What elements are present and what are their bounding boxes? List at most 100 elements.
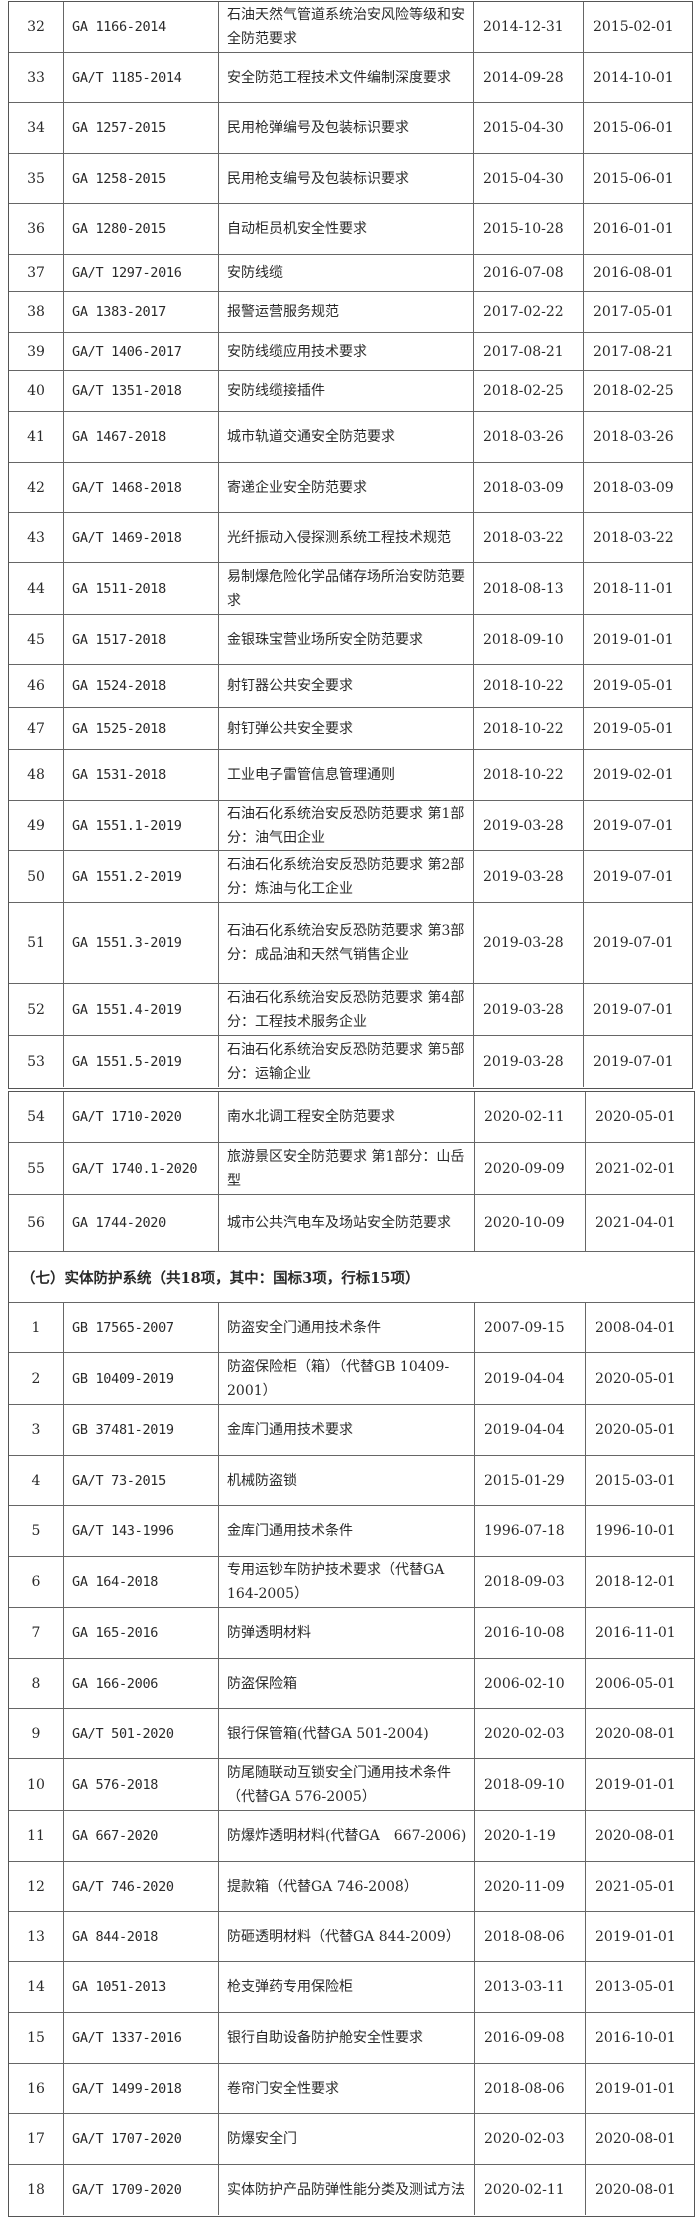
- standard-code-cell: GA/T 746-2020: [63, 1862, 218, 1911]
- publish-date: 2018-09-10: [484, 1776, 565, 1793]
- publish-date-cell: 2016-07-08: [473, 255, 583, 291]
- effective-date-cell: 2016-10-01: [585, 2013, 696, 2063]
- effective-date: 2020-05-01: [595, 1422, 676, 1438]
- standard-title-cell: 石油天然气管道系统治安风险等级和安全防范要求: [218, 2, 473, 52]
- effective-date-cell: 2019-05-01: [583, 665, 694, 707]
- effective-date: 2016-08-01: [593, 265, 674, 281]
- standard-code-cell: GA 1517-2018: [63, 615, 218, 664]
- effective-date: 2018-03-26: [593, 429, 674, 445]
- publish-date-cell: 2014-09-28: [473, 53, 583, 102]
- publish-date-cell: 2019-04-04: [474, 1353, 585, 1404]
- standard-code-cell: GA/T 1709-2020: [63, 2165, 218, 2215]
- effective-date-cell: 2016-11-01: [585, 1608, 696, 1658]
- effective-date-cell: 2006-05-01: [585, 1659, 696, 1708]
- standard-title-cell: 防尾随联动互锁安全门通用技术条件（代替GA 576-2005）: [218, 1759, 474, 1810]
- row-number: 52: [27, 1001, 45, 1018]
- row-number: 39: [27, 343, 45, 360]
- standard-code: GA 1525-2018: [72, 720, 166, 737]
- standard-code-cell: GA 165-2016: [63, 1608, 218, 1658]
- standard-code: GA/T 73-2015: [72, 1472, 166, 1489]
- standard-title-cell: 城市轨道交通安全防范要求: [218, 412, 473, 462]
- row-number-cell: 8: [9, 1659, 63, 1708]
- standard-code: GA 1524-2018: [72, 678, 166, 694]
- standard-code-cell: GA/T 1468-2018: [63, 463, 218, 512]
- standard-code-cell: GB 37481-2019: [63, 1405, 218, 1455]
- standard-code-cell: GA 164-2018: [63, 1557, 218, 1607]
- standard-code-cell: GA/T 1499-2018: [63, 2064, 218, 2113]
- standard-title-cell: 金库门通用技术条件: [218, 1506, 474, 1556]
- standard-title-cell: 银行保管箱(代替GA 501-2004): [218, 1709, 474, 1758]
- publish-date: 2018-03-22: [483, 529, 564, 546]
- standard-title-cell: 防爆安全门: [218, 2114, 474, 2164]
- standard-title-cell: 银行自助设备防护舱安全性要求: [218, 2013, 474, 2063]
- standard-title: 金库门通用技术要求: [227, 1422, 353, 1438]
- row-number-cell: 2: [9, 1353, 63, 1404]
- row-number: 3: [31, 1422, 41, 1438]
- table-row: 42 GA/T 1468-2018 寄递企业安全防范要求 2018-03-09 2018…: [9, 463, 692, 513]
- row-number: 40: [27, 383, 45, 399]
- row-number: 38: [27, 304, 45, 320]
- effective-date: 2015-02-01: [593, 19, 674, 35]
- standard-title: 防尾随联动互锁安全门通用技术条件（代替GA 576-2005）: [227, 1764, 451, 1805]
- standard-code-cell: GA/T 1337-2016: [63, 2013, 218, 2063]
- effective-date: 2019-05-01: [593, 678, 674, 694]
- standard-title-cell: 报警运营服务规范: [218, 292, 473, 332]
- publish-date-cell: 2018-03-09: [473, 463, 583, 512]
- row-number: 12: [27, 1878, 45, 1895]
- effective-date-cell: 2015-06-01: [583, 154, 694, 203]
- effective-date: 2014-10-01: [593, 69, 674, 86]
- standard-code-cell: GA 1551.5-2019: [63, 1036, 218, 1087]
- row-number-cell: 42: [9, 463, 63, 512]
- standard-title: 自动柜员机安全性要求: [227, 221, 367, 237]
- standard-title: 安防线缆: [227, 265, 283, 281]
- publish-date: 2018-08-06: [484, 2080, 565, 2097]
- table-row: 52 GA 1551.4-2019 石油石化系统治安反恐防范要求 第4部分：工程技术…: [9, 984, 692, 1036]
- effective-date-cell: 2020-08-01: [585, 1709, 696, 1758]
- row-number: 14: [27, 1979, 45, 1995]
- standard-title: 寄递企业安全防范要求: [227, 479, 367, 496]
- row-number: 33: [27, 69, 45, 86]
- standards-table-part-2: （七）实体防护系统（共18项，其中：国标3项，行标15项） 54 GA/T 171…: [8, 1091, 695, 2217]
- publish-date: 2014-12-31: [483, 19, 564, 35]
- standard-code: GA/T 1337-2016: [72, 2030, 182, 2046]
- standard-title-cell: 提款箱（代替GA 746-2008）: [218, 1862, 474, 1911]
- row-number-cell: 17: [9, 2114, 63, 2164]
- standard-title: 光纤振动入侵探测系统工程技术规范: [227, 529, 451, 546]
- standard-title: 银行自助设备防护舱安全性要求: [227, 2030, 423, 2046]
- standard-code-cell: GA 166-2006: [63, 1659, 218, 1708]
- row-number-cell: 39: [9, 333, 63, 370]
- standard-title-cell: 卷帘门安全性要求: [218, 2064, 474, 2113]
- standard-code-cell: GA/T 1707-2020: [63, 2114, 218, 2164]
- row-number-cell: 44: [9, 563, 63, 614]
- publish-date: 2013-03-11: [484, 1979, 565, 1995]
- standard-code-cell: GA/T 1740.1-2020: [63, 1143, 218, 1194]
- effective-date-cell: 2019-05-01: [583, 708, 694, 749]
- effective-date-cell: 2018-11-01: [583, 563, 694, 614]
- publish-date: 2015-01-29: [484, 1472, 565, 1489]
- standard-title: 银行保管箱(代替GA 501-2004): [227, 1725, 429, 1742]
- standard-title: 金银珠宝营业场所安全防范要求: [227, 631, 423, 648]
- row-number-cell: 41: [9, 412, 63, 462]
- row-number: 1: [31, 1319, 41, 1336]
- publish-date: 2018-10-22: [483, 720, 564, 737]
- row-number-cell: 3: [9, 1405, 63, 1455]
- publish-date: 2018-03-09: [483, 479, 564, 496]
- publish-date-cell: 2017-08-21: [473, 333, 583, 370]
- effective-date-cell: 2019-01-01: [585, 1912, 696, 1961]
- publish-date-cell: 2013-03-11: [474, 1962, 585, 2012]
- standard-title: 防砸透明材料（代替GA 844-2009）: [227, 1928, 460, 1945]
- row-number-cell: 11: [9, 1811, 63, 1861]
- row-number-cell: 13: [9, 1912, 63, 1961]
- publish-date: 2018-10-22: [483, 767, 564, 783]
- publish-date-cell: 2020-1-19: [474, 1811, 585, 1861]
- table-row: 45 GA 1517-2018 金银珠宝营业场所安全防范要求 2018-09-10 20…: [9, 615, 692, 665]
- effective-date: 2018-12-01: [595, 1574, 676, 1590]
- row-number-cell: 48: [9, 750, 63, 800]
- standard-code: GA 667-2020: [72, 1828, 159, 1844]
- standard-code-cell: GA 1467-2018: [63, 412, 218, 462]
- standard-title-cell: 寄递企业安全防范要求: [218, 463, 473, 512]
- standard-code-cell: GA/T 73-2015: [63, 1456, 218, 1505]
- standard-title-cell: 防盗保险柜（箱）（代替GB 10409-2001）: [218, 1353, 474, 1404]
- standard-code-cell: GA 667-2020: [63, 1811, 218, 1861]
- publish-date: 2019-03-28: [483, 817, 564, 834]
